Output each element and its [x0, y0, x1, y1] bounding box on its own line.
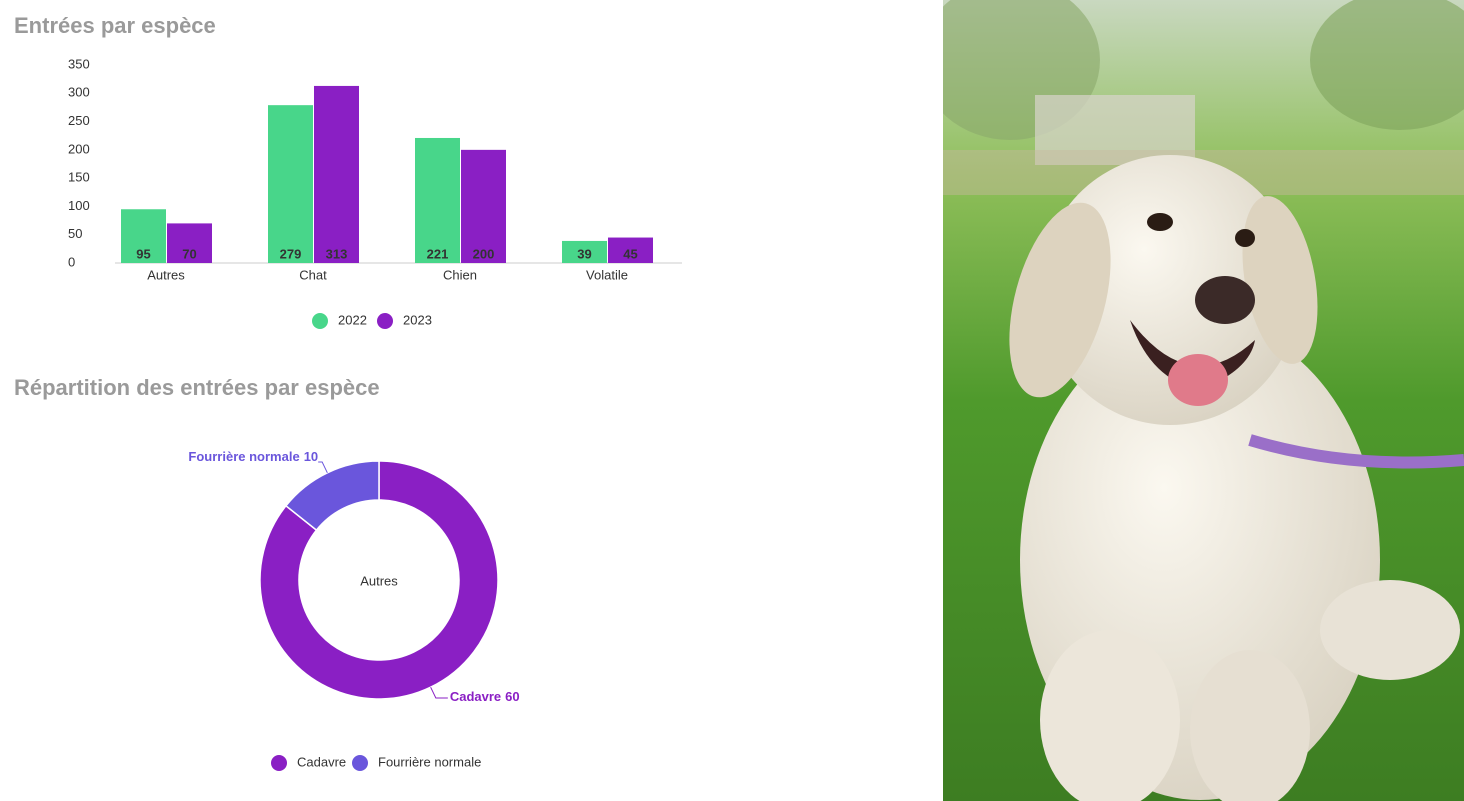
data-label: 200	[473, 246, 495, 261]
data-label: 95	[136, 246, 150, 261]
y-tick-label: 250	[68, 113, 90, 128]
bar	[314, 85, 359, 263]
x-tick-label: Autres	[147, 267, 185, 282]
slice-label: Cadavre 60	[450, 689, 520, 704]
data-label: 45	[623, 246, 637, 261]
legend-marker	[271, 755, 287, 771]
y-tick-label: 300	[68, 85, 90, 100]
bar	[268, 105, 313, 263]
bar	[167, 223, 212, 263]
slice-value: 60	[505, 689, 519, 704]
legend-marker	[352, 755, 368, 771]
data-label: 313	[326, 246, 348, 261]
slice-name: Fourrière normale	[188, 449, 299, 464]
legend-marker	[312, 313, 328, 329]
leader-line	[318, 461, 328, 474]
slice-value: 10	[304, 449, 318, 464]
legend-label: 2022	[338, 312, 367, 327]
y-tick-label: 50	[68, 226, 82, 241]
chart-title: Entrées par espèce	[14, 13, 216, 38]
donut-segment	[259, 460, 499, 700]
center-label: Autres	[360, 573, 398, 588]
x-tick-label: Chat	[299, 267, 327, 282]
data-label: 39	[577, 246, 591, 261]
data-label: 221	[427, 246, 449, 261]
bar	[415, 137, 460, 263]
x-tick-label: Volatile	[586, 267, 628, 282]
legend-marker	[377, 313, 393, 329]
legend-label: Fourrière normale	[378, 754, 481, 769]
dog-photo	[943, 0, 1464, 801]
y-tick-label: 150	[68, 170, 90, 185]
y-tick-label: 350	[68, 56, 90, 71]
legend-label: Cadavre	[297, 754, 346, 769]
y-tick-label: 0	[68, 254, 75, 269]
chart-title: Répartition des entrées par espèce	[14, 375, 380, 400]
donut-segment	[284, 460, 380, 532]
bar	[121, 209, 166, 263]
slice-label: Fourrière normale 10	[188, 449, 318, 464]
bar	[562, 240, 607, 263]
slice-name: Cadavre	[450, 689, 501, 704]
y-tick-label: 200	[68, 141, 90, 156]
legend-label: 2023	[403, 312, 432, 327]
leader-line	[430, 686, 448, 699]
bar	[461, 149, 506, 263]
bar	[608, 237, 653, 263]
y-tick-label: 100	[68, 198, 90, 213]
data-label: 70	[182, 246, 196, 261]
data-label: 279	[280, 246, 302, 261]
x-tick-label: Chien	[443, 267, 477, 282]
